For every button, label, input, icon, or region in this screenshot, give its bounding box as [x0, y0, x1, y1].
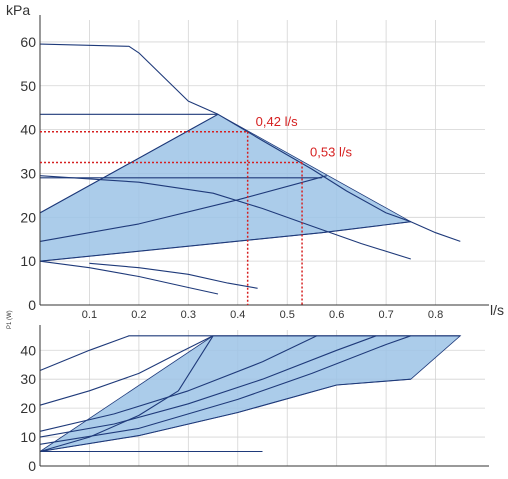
- curve-9: [89, 262, 258, 289]
- y-tick-label: 10: [20, 429, 36, 445]
- x-tick-label: 0.4: [230, 309, 245, 321]
- y-tick-label: 0: [28, 458, 36, 474]
- x-tick-label: 0.1: [82, 309, 97, 321]
- duty-point-label: 0,42 l/s: [256, 114, 298, 129]
- curve-5: [39, 335, 411, 445]
- curve-7: [39, 221, 411, 262]
- curve-4: [39, 335, 377, 438]
- power-flow-panel: 0 10 20 30 40 P1 (W): [7, 310, 489, 474]
- y-tick-label: 60: [20, 34, 36, 50]
- curve-6: [39, 113, 219, 214]
- y-tick-label: 30: [20, 371, 36, 387]
- y-tick-label: 30: [20, 165, 36, 181]
- y-tick-label: 10: [20, 253, 36, 269]
- x-tick-label: 0.2: [131, 309, 146, 321]
- x-tick-label: 0.5: [280, 309, 295, 321]
- curve-6: [39, 335, 214, 453]
- y-tick-label: 20: [20, 209, 36, 225]
- curve-3: [39, 335, 318, 432]
- curve-5: [39, 175, 327, 242]
- operating-region: [39, 113, 413, 262]
- y-tick-label: 50: [20, 78, 36, 94]
- x-axis-label: l/s: [490, 302, 504, 318]
- pressure-flow-panel: 0 10 20 30 40 50 60 0.1 0.2 0.3 0.4 0.5 0.6 0.7 0.8 kPa…: [6, 2, 504, 321]
- curve-2: [39, 335, 214, 406]
- curve-7: [39, 378, 411, 453]
- y-axis-label: kPa: [6, 2, 30, 18]
- curve-1: [39, 335, 461, 372]
- y-axis-label: P1 (W): [7, 310, 13, 329]
- x-tick-label: 0.7: [378, 309, 393, 321]
- curve-2: [39, 175, 411, 260]
- y-tick-label: 20: [20, 400, 36, 416]
- x-tick-label: 0.8: [428, 309, 443, 321]
- duty-point-label: 0,53 l/s: [310, 145, 352, 160]
- curve-8: [39, 260, 219, 295]
- y-tick-label: 40: [20, 122, 36, 138]
- x-tick-label: 0.3: [181, 309, 196, 321]
- y-tick-label: 40: [20, 342, 36, 358]
- y-tick-label: 0: [28, 297, 36, 313]
- x-tick-label: 0.6: [329, 309, 344, 321]
